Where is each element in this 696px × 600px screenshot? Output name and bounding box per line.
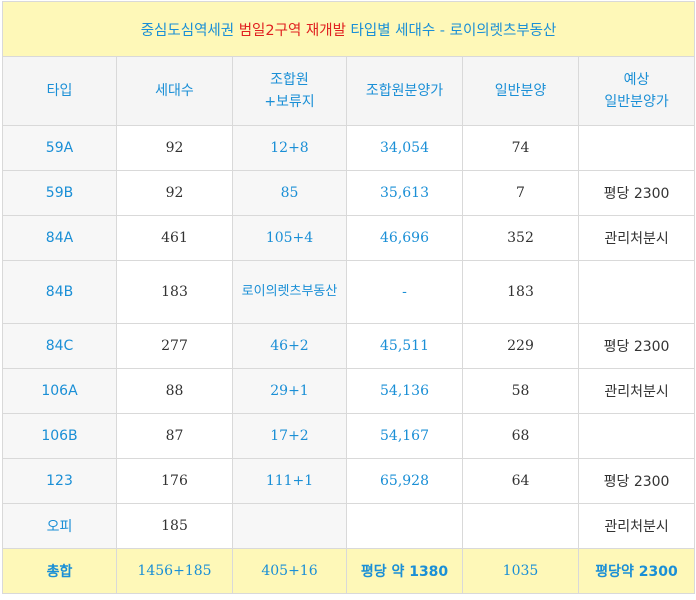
header-units: 세대수	[116, 56, 233, 126]
header-row: 타입 세대수 조합원 +보류지 조합원분양가 일반분양 예상 일반분양가	[2, 56, 696, 126]
cell-expected-price: 관리처분시	[577, 503, 696, 549]
cell-member: 105+4	[232, 215, 347, 261]
cell-units: 92	[116, 170, 233, 216]
cell-member: 85	[232, 170, 347, 216]
total-member-price: 평당 약 1380	[346, 548, 463, 594]
cell-expected-price: 관리처분시	[577, 215, 696, 261]
cell-expected-price: 평당 2300	[577, 458, 696, 504]
header-general: 일반분양	[462, 56, 579, 126]
table-row: 84B 183 로이의렛츠부동산 - 183	[2, 260, 696, 324]
table-title: 중심도심역세권 범일2구역 재개발 타입별 세대수 - 로이의렛츠부동산	[1, 1, 696, 57]
cell-member-price	[346, 503, 463, 549]
cell-general: 64	[462, 458, 579, 504]
cell-type: 84C	[2, 323, 117, 369]
table-row: 84C 277 46+2 45,511 229 평당 2300	[2, 323, 696, 369]
cell-units: 461	[116, 215, 233, 261]
cell-units: 88	[116, 368, 233, 414]
table-row: 106A 88 29+1 54,136 58 관리처분시	[2, 368, 696, 414]
cell-member	[232, 503, 347, 549]
cell-general: 74	[462, 125, 579, 171]
cell-general	[462, 503, 579, 549]
cell-type: 59B	[2, 170, 117, 216]
cell-expected-price: 관리처분시	[577, 368, 696, 414]
cell-member-price: 65,928	[346, 458, 463, 504]
total-general: 1035	[462, 548, 579, 594]
cell-member: 로이의렛츠부동산	[232, 260, 347, 324]
cell-units: 176	[116, 458, 233, 504]
total-expected-price: 평당약 2300	[577, 548, 696, 594]
cell-member-price: 46,696	[346, 215, 463, 261]
cell-expected-price: 평당 2300	[577, 323, 696, 369]
cell-member-price: 54,167	[346, 413, 463, 459]
cell-general: 183	[462, 260, 579, 324]
total-member: 405+16	[232, 548, 347, 594]
header-member: 조합원 +보류지	[232, 56, 347, 126]
title-row: 중심도심역세권 범일2구역 재개발 타입별 세대수 - 로이의렛츠부동산	[1, 1, 696, 57]
cell-member: 17+2	[232, 413, 347, 459]
cell-member: 12+8	[232, 125, 347, 171]
table-row: 59B 92 85 35,613 7 평당 2300	[2, 170, 696, 216]
cell-units: 277	[116, 323, 233, 369]
cell-type: 106B	[2, 413, 117, 459]
cell-units: 185	[116, 503, 233, 549]
cell-type: 오피	[2, 503, 117, 549]
cell-type: 84B	[2, 260, 117, 324]
total-units: 1456+185	[116, 548, 233, 594]
cell-expected-price	[577, 125, 696, 171]
cell-general: 7	[462, 170, 579, 216]
cell-member-price: -	[346, 260, 463, 324]
cell-expected-price: 평당 2300	[577, 170, 696, 216]
cell-member: 46+2	[232, 323, 347, 369]
header-member-price: 조합원분양가	[346, 56, 463, 126]
table-row: 59A 92 12+8 34,054 74	[2, 125, 696, 171]
cell-type: 59A	[2, 125, 117, 171]
cell-expected-price	[577, 413, 696, 459]
header-type: 타입	[2, 56, 117, 126]
cell-expected-price	[577, 260, 696, 324]
table-row: 106B 87 17+2 54,167 68	[2, 413, 696, 459]
cell-general: 352	[462, 215, 579, 261]
header-expected-price: 예상 일반분양가	[577, 56, 696, 126]
cell-type: 106A	[2, 368, 117, 414]
cell-member-price: 54,136	[346, 368, 463, 414]
cell-general: 68	[462, 413, 579, 459]
cell-type: 84A	[2, 215, 117, 261]
cell-units: 183	[116, 260, 233, 324]
cell-member: 29+1	[232, 368, 347, 414]
table-row: 123 176 111+1 65,928 64 평당 2300	[2, 458, 696, 504]
total-label: 총합	[2, 548, 117, 594]
table-row: 84A 461 105+4 46,696 352 관리처분시	[2, 215, 696, 261]
cell-member-price: 45,511	[346, 323, 463, 369]
cell-general: 58	[462, 368, 579, 414]
cell-units: 87	[116, 413, 233, 459]
cell-member: 111+1	[232, 458, 347, 504]
cell-units: 92	[116, 125, 233, 171]
cell-member-price: 34,054	[346, 125, 463, 171]
cell-general: 229	[462, 323, 579, 369]
cell-type: 123	[2, 458, 117, 504]
cell-member-price: 35,613	[346, 170, 463, 216]
table-row: 오피 185 관리처분시	[2, 503, 696, 549]
total-row: 총합 1456+185 405+16 평당 약 1380 1035 평당약 23…	[2, 548, 696, 594]
